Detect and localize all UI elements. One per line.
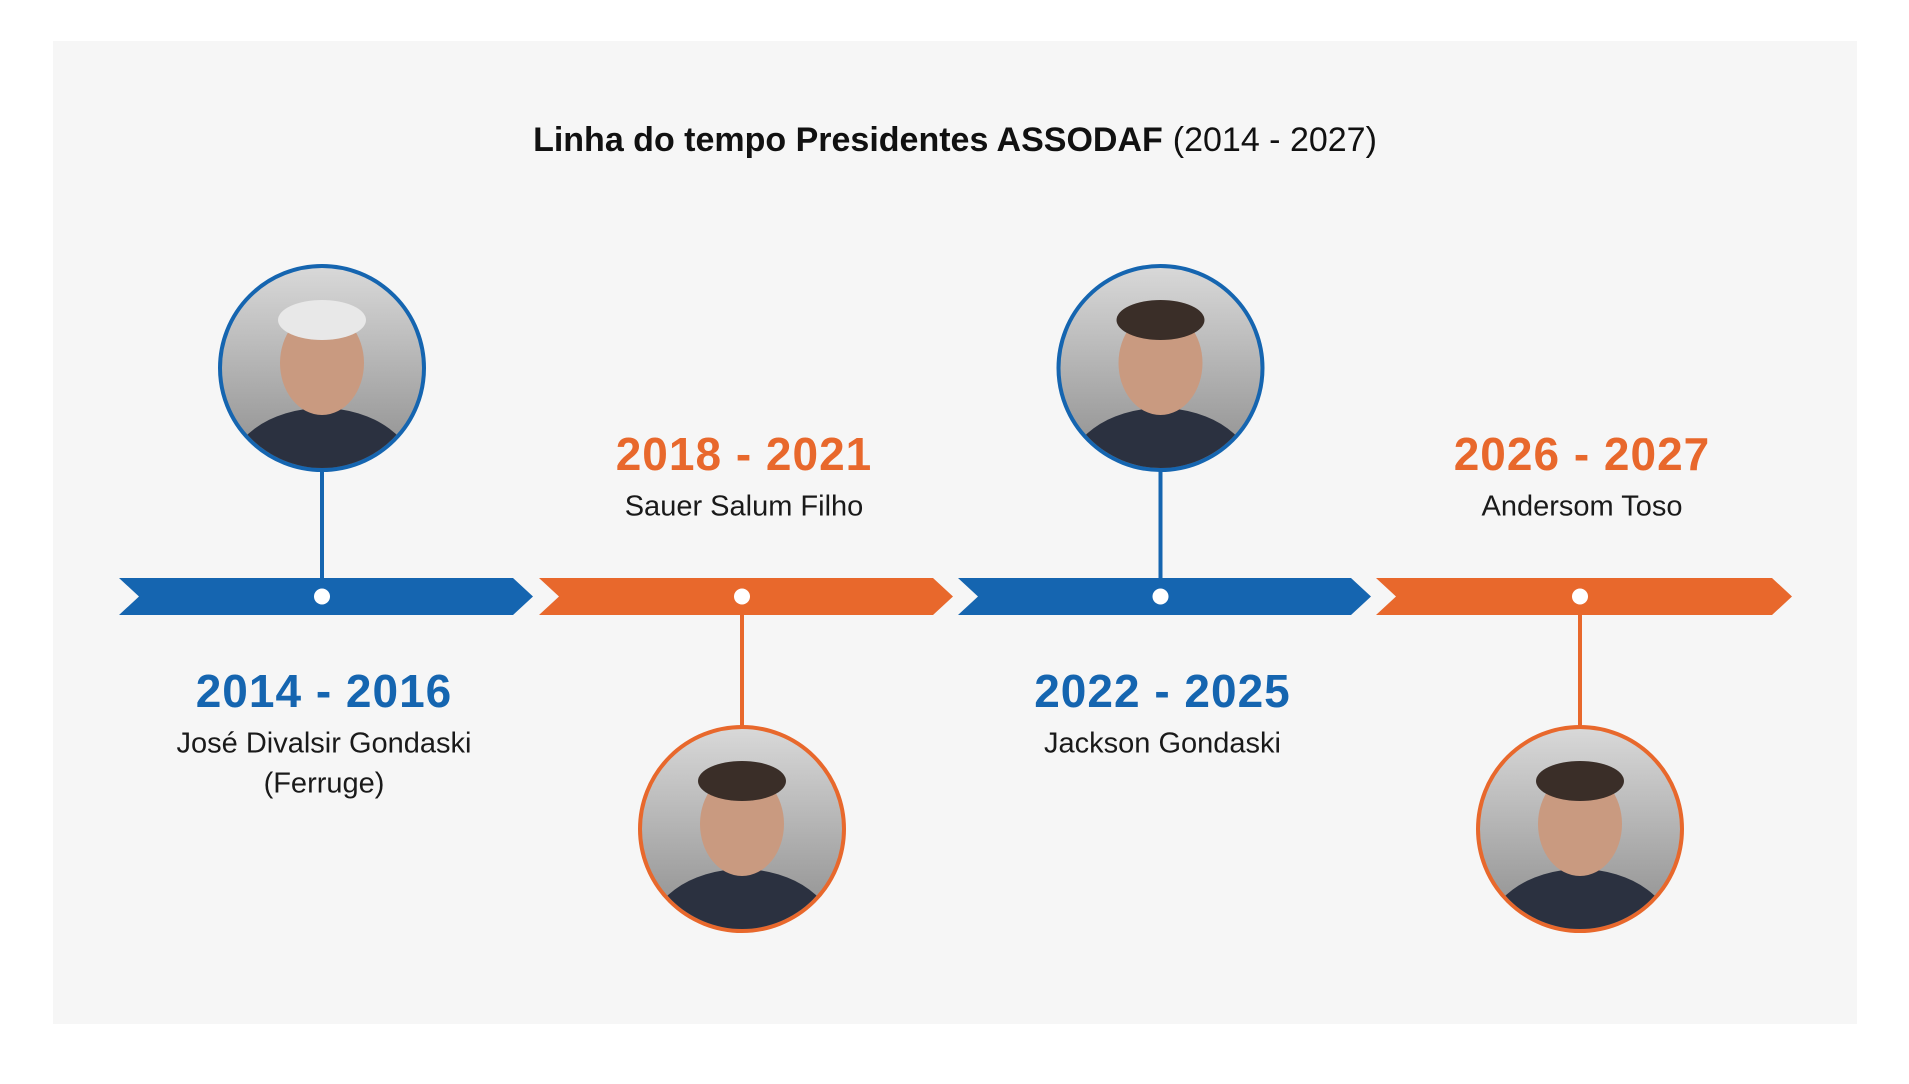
portrait-body <box>1485 869 1675 929</box>
title-main: Linha do tempo Presidentes ASSODAF <box>533 121 1163 159</box>
period: 2022 - 2025 <box>1034 665 1291 717</box>
president-name: (Ferruge) <box>264 768 385 800</box>
timeline-dot <box>314 588 330 605</box>
portrait-hair <box>698 761 786 801</box>
portrait-figure <box>647 761 837 929</box>
portrait-figure <box>1485 761 1675 929</box>
president-name: José Divalsir Gondaski <box>177 728 472 760</box>
portrait-body <box>647 869 837 929</box>
portrait <box>1476 725 1684 933</box>
president-name: Andersom Toso <box>1482 491 1683 523</box>
president-name: Sauer Salum Filho <box>625 491 864 523</box>
president-name: Jackson Gondaski <box>1044 728 1281 760</box>
portrait-body <box>1065 408 1256 468</box>
portrait-hair <box>278 300 366 340</box>
title-period: (2014 - 2027) <box>1173 121 1377 159</box>
portrait-hair <box>1536 761 1624 801</box>
portrait <box>218 264 426 472</box>
timeline-dot <box>1572 588 1588 605</box>
portrait <box>1056 264 1265 472</box>
timeline-dot <box>734 588 750 605</box>
period: 2014 - 2016 <box>196 665 453 717</box>
portrait <box>638 725 846 933</box>
portrait-body <box>227 408 417 468</box>
period: 2018 - 2021 <box>616 428 873 480</box>
portrait-figure <box>227 300 417 468</box>
timeline-dot <box>1152 588 1169 605</box>
portrait-figure <box>1065 300 1256 468</box>
portrait-hair <box>1116 300 1205 340</box>
period: 2026 - 2027 <box>1454 428 1711 480</box>
title: Linha do tempo Presidentes ASSODAF (2014 … <box>533 121 1377 159</box>
